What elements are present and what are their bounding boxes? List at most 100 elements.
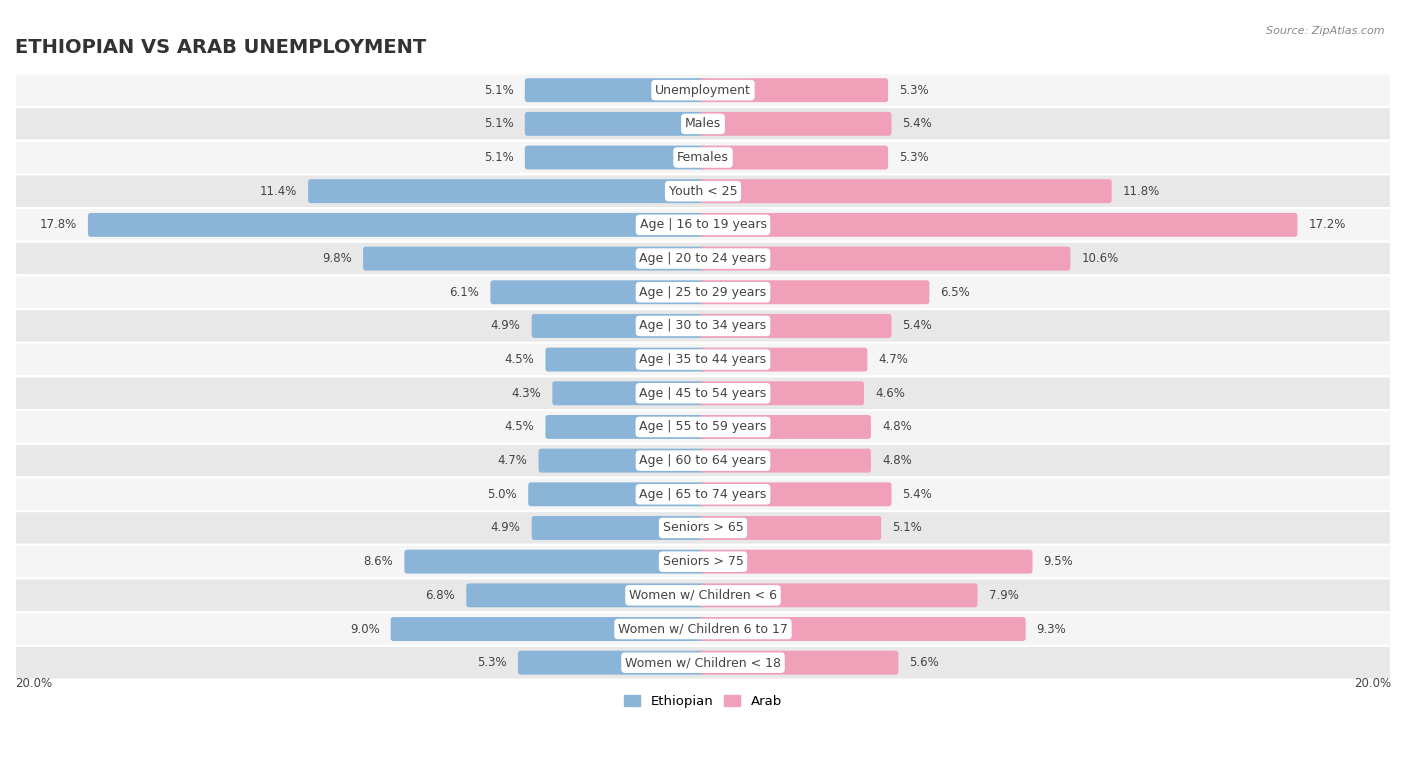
FancyBboxPatch shape: [546, 415, 706, 439]
Text: ETHIOPIAN VS ARAB UNEMPLOYMENT: ETHIOPIAN VS ARAB UNEMPLOYMENT: [15, 38, 426, 57]
FancyBboxPatch shape: [531, 314, 706, 338]
FancyBboxPatch shape: [700, 213, 1298, 237]
Text: 5.3%: 5.3%: [898, 151, 929, 164]
Text: Seniors > 75: Seniors > 75: [662, 555, 744, 569]
FancyBboxPatch shape: [553, 382, 706, 405]
Text: Youth < 25: Youth < 25: [669, 185, 737, 198]
Text: 7.9%: 7.9%: [988, 589, 1018, 602]
Text: 9.0%: 9.0%: [350, 622, 380, 636]
FancyBboxPatch shape: [700, 247, 1070, 270]
FancyBboxPatch shape: [15, 73, 1391, 107]
Text: Age | 60 to 64 years: Age | 60 to 64 years: [640, 454, 766, 467]
FancyBboxPatch shape: [15, 410, 1391, 444]
Text: 4.3%: 4.3%: [512, 387, 541, 400]
FancyBboxPatch shape: [700, 651, 898, 674]
FancyBboxPatch shape: [15, 612, 1391, 646]
FancyBboxPatch shape: [700, 314, 891, 338]
FancyBboxPatch shape: [405, 550, 706, 574]
Text: 4.6%: 4.6%: [875, 387, 905, 400]
FancyBboxPatch shape: [517, 651, 706, 674]
FancyBboxPatch shape: [15, 511, 1391, 545]
Text: Age | 30 to 34 years: Age | 30 to 34 years: [640, 319, 766, 332]
Text: Source: ZipAtlas.com: Source: ZipAtlas.com: [1267, 26, 1385, 36]
Text: 4.7%: 4.7%: [498, 454, 527, 467]
FancyBboxPatch shape: [15, 174, 1391, 208]
FancyBboxPatch shape: [700, 145, 889, 170]
Text: 17.8%: 17.8%: [39, 218, 77, 232]
Text: 11.4%: 11.4%: [260, 185, 297, 198]
Text: 6.5%: 6.5%: [941, 285, 970, 299]
Text: Age | 65 to 74 years: Age | 65 to 74 years: [640, 488, 766, 501]
FancyBboxPatch shape: [700, 449, 870, 472]
FancyBboxPatch shape: [700, 617, 1025, 641]
Text: 5.1%: 5.1%: [484, 84, 513, 97]
FancyBboxPatch shape: [15, 276, 1391, 309]
Text: 5.4%: 5.4%: [903, 117, 932, 130]
Text: 4.8%: 4.8%: [882, 454, 911, 467]
FancyBboxPatch shape: [524, 112, 706, 136]
Text: 5.1%: 5.1%: [893, 522, 922, 534]
Text: 20.0%: 20.0%: [1354, 677, 1391, 690]
Text: 5.1%: 5.1%: [484, 151, 513, 164]
FancyBboxPatch shape: [531, 516, 706, 540]
Text: 5.4%: 5.4%: [903, 488, 932, 501]
FancyBboxPatch shape: [700, 550, 1032, 574]
FancyBboxPatch shape: [700, 280, 929, 304]
Text: 5.0%: 5.0%: [488, 488, 517, 501]
FancyBboxPatch shape: [467, 584, 706, 607]
Text: Seniors > 65: Seniors > 65: [662, 522, 744, 534]
Text: 4.5%: 4.5%: [505, 420, 534, 434]
Text: Age | 35 to 44 years: Age | 35 to 44 years: [640, 353, 766, 366]
Text: Females: Females: [678, 151, 728, 164]
Text: 17.2%: 17.2%: [1309, 218, 1346, 232]
Text: Women w/ Children < 18: Women w/ Children < 18: [626, 656, 780, 669]
FancyBboxPatch shape: [15, 241, 1391, 276]
FancyBboxPatch shape: [15, 478, 1391, 511]
FancyBboxPatch shape: [700, 415, 870, 439]
FancyBboxPatch shape: [700, 112, 891, 136]
FancyBboxPatch shape: [15, 309, 1391, 343]
Text: 9.3%: 9.3%: [1036, 622, 1066, 636]
Text: Age | 16 to 19 years: Age | 16 to 19 years: [640, 218, 766, 232]
Text: 11.8%: 11.8%: [1122, 185, 1160, 198]
Text: 5.3%: 5.3%: [477, 656, 508, 669]
Text: 9.8%: 9.8%: [322, 252, 352, 265]
Text: 5.4%: 5.4%: [903, 319, 932, 332]
FancyBboxPatch shape: [15, 107, 1391, 141]
Text: 9.5%: 9.5%: [1043, 555, 1073, 569]
FancyBboxPatch shape: [546, 347, 706, 372]
FancyBboxPatch shape: [15, 444, 1391, 478]
FancyBboxPatch shape: [15, 578, 1391, 612]
Text: Age | 20 to 24 years: Age | 20 to 24 years: [640, 252, 766, 265]
FancyBboxPatch shape: [89, 213, 706, 237]
FancyBboxPatch shape: [524, 145, 706, 170]
Text: 4.7%: 4.7%: [879, 353, 908, 366]
Text: 5.1%: 5.1%: [484, 117, 513, 130]
Legend: Ethiopian, Arab: Ethiopian, Arab: [619, 690, 787, 714]
Text: Age | 55 to 59 years: Age | 55 to 59 years: [640, 420, 766, 434]
FancyBboxPatch shape: [529, 482, 706, 506]
Text: 10.6%: 10.6%: [1081, 252, 1119, 265]
FancyBboxPatch shape: [700, 584, 977, 607]
FancyBboxPatch shape: [15, 141, 1391, 174]
Text: 8.6%: 8.6%: [364, 555, 394, 569]
Text: Women w/ Children 6 to 17: Women w/ Children 6 to 17: [619, 622, 787, 636]
Text: 6.8%: 6.8%: [426, 589, 456, 602]
FancyBboxPatch shape: [700, 382, 865, 405]
FancyBboxPatch shape: [15, 376, 1391, 410]
FancyBboxPatch shape: [700, 179, 1112, 203]
FancyBboxPatch shape: [700, 347, 868, 372]
Text: Age | 25 to 29 years: Age | 25 to 29 years: [640, 285, 766, 299]
Text: 4.9%: 4.9%: [491, 319, 520, 332]
FancyBboxPatch shape: [700, 516, 882, 540]
Text: 20.0%: 20.0%: [15, 677, 52, 690]
FancyBboxPatch shape: [15, 545, 1391, 578]
FancyBboxPatch shape: [700, 482, 891, 506]
Text: Males: Males: [685, 117, 721, 130]
Text: 5.3%: 5.3%: [898, 84, 929, 97]
FancyBboxPatch shape: [308, 179, 706, 203]
Text: 4.8%: 4.8%: [882, 420, 911, 434]
FancyBboxPatch shape: [391, 617, 706, 641]
FancyBboxPatch shape: [15, 343, 1391, 376]
FancyBboxPatch shape: [700, 78, 889, 102]
